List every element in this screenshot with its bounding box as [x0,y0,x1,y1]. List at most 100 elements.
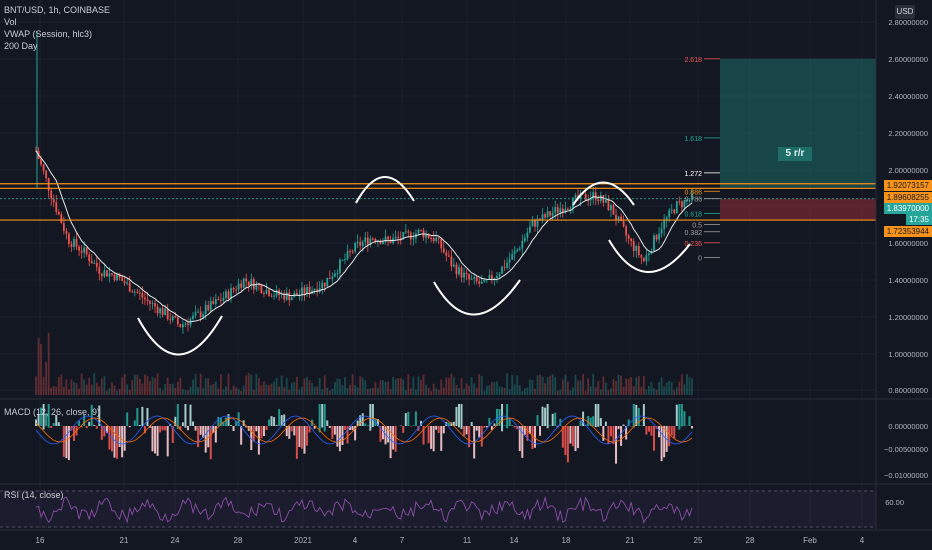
macd-bar [622,424,625,426]
volume-bar [192,379,194,395]
macd-bar [349,426,352,431]
volume-bar [417,376,420,395]
candle-body [645,255,648,262]
vwap-legend[interactable]: VWAP (Session, hlc3) [4,29,93,39]
volume-bar [387,381,389,395]
macd-bar [78,420,81,426]
candle-body [658,233,660,240]
candle-body [556,207,559,213]
candle-body [637,246,640,256]
volume-bar [582,374,584,395]
candle-body [607,199,610,211]
macd-bar [493,423,496,426]
macd-bar [412,425,415,426]
candle-body [379,240,382,244]
candle-body [513,251,516,255]
macd-bar [635,404,638,426]
candle-body [47,178,50,191]
volume-bar [531,380,534,395]
macd-bar [138,424,141,426]
volume-bar [382,380,384,395]
macd-bar [561,426,564,448]
macd-bar [148,426,151,428]
candle-body [321,282,324,289]
volume-bar [50,387,53,395]
volume-bar [534,388,536,395]
candle-body [93,262,96,264]
volume-bar [592,373,595,395]
candle-body [73,238,75,247]
volume-bar [599,389,602,395]
volume-bar [564,374,567,395]
volume-bar [219,374,222,395]
candle-body [326,277,329,287]
currency-button[interactable]: USD [895,5,915,19]
symbol-legend[interactable]: BNT/USD, 1h, COINBASE [4,5,111,15]
macd-bar [490,426,493,430]
volume-bar [138,378,141,395]
price-tick-label: 2.40000000 [888,92,928,101]
volume-bar [252,389,255,395]
volume-bar [610,388,612,395]
volume-bar [80,373,83,395]
volume-bar [270,383,273,395]
volume-bar [498,386,501,395]
candle-body [144,297,146,300]
volume-bar [518,385,521,395]
time-tick-label: 16 [36,536,45,545]
volume-bar [572,387,574,395]
volume-bar [544,383,546,395]
volume-bar [225,386,227,395]
candle-body [554,207,557,213]
macd-bar [577,426,580,449]
volume-bar [128,389,131,395]
pattern-arcs[interactable] [137,176,691,356]
macd-bar [435,426,438,430]
candle-body [83,247,86,253]
time-tick-label: 2021 [294,536,312,545]
volume-bar [394,379,397,395]
time-tick-label: 14 [510,536,519,545]
volume-bar [73,382,75,395]
volume-bar [199,373,202,395]
risk-reward-label[interactable]: 5 r/r [778,147,812,161]
macd-legend[interactable]: MACD (12, 26, close, 9) [4,407,101,417]
candle-body [387,236,389,240]
macd-bar [42,404,45,430]
macd-bar [250,426,253,451]
candle-body [572,197,574,209]
candle-body [546,211,549,218]
resistance-lines[interactable] [0,183,876,221]
volume-bar [589,386,592,395]
macd-bar [265,426,268,431]
volume-bar [554,377,557,395]
volume-bar [660,377,663,395]
rsi-legend[interactable]: RSI (14, close) [4,490,64,500]
fib-label: 2.618 [684,57,702,64]
price-tick-label: 1.40000000 [888,276,928,285]
candle-body [587,200,590,202]
macd-bar [194,426,197,431]
candle-body [204,305,207,314]
position-tool[interactable] [720,58,876,221]
candle-body [141,293,144,298]
volume-bar [106,390,108,395]
candle-body [528,226,531,233]
ma-legend[interactable]: 200 Day [4,41,38,51]
candle-body [668,210,671,218]
volume-bar [52,385,55,395]
volume-bar [303,378,306,395]
volume-bar [257,378,260,395]
macd-bar [381,426,384,440]
candle-body [222,298,225,301]
candle-body [369,238,372,245]
volume-bar [237,389,240,395]
volume-bar [255,373,258,395]
volume-bar [149,381,151,395]
candle-body [197,311,200,313]
volume-bar [260,385,263,395]
volume-bar [691,378,693,395]
candle-body [483,279,486,282]
vol-legend[interactable]: Vol [4,17,17,27]
